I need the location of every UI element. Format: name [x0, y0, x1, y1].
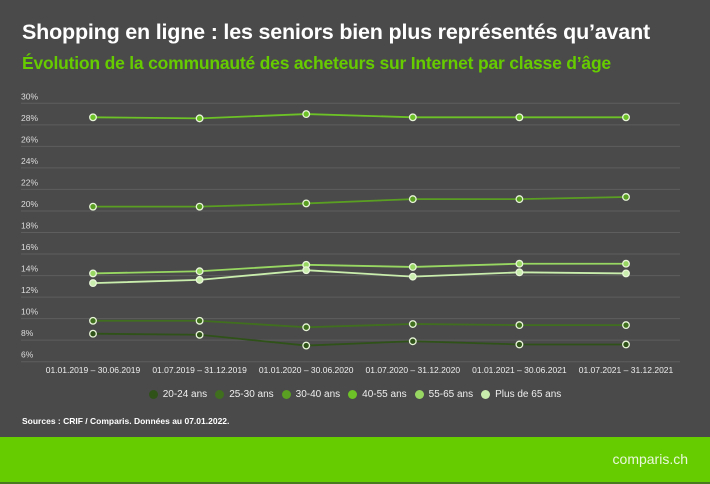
data-point: [195, 330, 204, 339]
legend-dot-icon: [215, 390, 225, 399]
data-point: [408, 113, 417, 122]
data-point: [89, 269, 97, 278]
legend-dot-icon: [481, 390, 491, 399]
data-point: [622, 259, 630, 268]
legend-dot-icon: [414, 390, 424, 399]
y-tick-label: 28%: [21, 113, 38, 123]
x-tick-label: 01.07.2021 – 31.12.2021: [579, 365, 674, 375]
chart-title: Shopping en ligne : les seniors bien plu…: [22, 20, 650, 44]
data-point: [302, 199, 311, 208]
data-point: [302, 110, 311, 119]
legend: 20-24 ans 25-30 ans 30-40 ans 40-55 ans 55-6…: [0, 389, 710, 400]
data-point: [195, 202, 204, 211]
data-point: [195, 275, 204, 284]
data-point: [622, 113, 630, 122]
data-point: [408, 320, 417, 328]
source-note: Sources : CRIF / Comparis. Données au 07…: [22, 416, 230, 426]
series-line-30-40-ans: [93, 196, 627, 208]
data-point: [515, 268, 524, 277]
y-tick-label: 16%: [21, 242, 38, 252]
data-point: [302, 341, 311, 350]
series-line-Plus-de-65-ans: [92, 269, 627, 285]
data-point: [622, 321, 630, 330]
data-point: [89, 202, 97, 211]
y-tick-label: 14%: [21, 264, 38, 274]
data-point: [302, 323, 311, 332]
series-line-20-24-ans: [92, 332, 626, 347]
chart-subtitle: Évolution de la communauté des acheteurs…: [22, 53, 611, 73]
data-point: [89, 316, 97, 325]
data-point: [89, 279, 97, 288]
legend-label: 25-30 ans: [229, 389, 274, 400]
y-tick-label: 18%: [21, 221, 38, 231]
y-tick-label: 8%: [21, 328, 34, 338]
y-tick-label: 12%: [21, 285, 38, 295]
data-point: [302, 266, 311, 275]
x-tick-label: 01.01.2019 – 30.06.2019: [46, 365, 141, 375]
data-point: [195, 114, 204, 123]
x-tick-label: 01.07.2019 – 31.12.2019: [152, 365, 247, 375]
data-point: [195, 267, 204, 276]
line-chart: 6% 8% 10% 12% 14% 16% 18% 20% 22% 24% 26% 28% 30% 01.…: [21, 91, 680, 375]
legend-label: 40-55 ans: [362, 389, 407, 400]
x-tick-label: 01.07.2020 – 31.12.2020: [366, 365, 461, 375]
y-tick-label: 26%: [21, 134, 38, 144]
legend-label: 30-40 ans: [295, 389, 341, 400]
legend-item[interactable]: 55-65 ans: [414, 389, 474, 400]
data-point: [89, 329, 97, 338]
data-point: [195, 316, 204, 325]
legend-item[interactable]: 40-55 ans: [348, 389, 407, 400]
series-line-25-30-ans: [93, 319, 626, 329]
y-tick-label: 10%: [21, 307, 38, 317]
x-tick-label: 01.01.2021 – 30.06.2021: [472, 365, 567, 375]
series-line-55-65-ans: [92, 262, 626, 275]
data-point: [408, 263, 417, 271]
x-tick-label: 01.01.2020 – 30.06.2020: [259, 365, 354, 375]
data-point: [515, 340, 524, 349]
legend-label: Plus de 65 ans: [495, 389, 562, 400]
legend-dot-icon: [281, 390, 291, 399]
data-point: [89, 113, 97, 122]
data-point: [515, 259, 524, 268]
y-tick-label: 30%: [21, 91, 38, 101]
y-tick-label: 24%: [21, 156, 38, 166]
data-point: [622, 340, 630, 349]
data-point: [622, 269, 630, 278]
legend-label: 55-65 ans: [428, 389, 474, 400]
data-point: [622, 193, 630, 201]
footer-bar: comparis.ch: [0, 437, 710, 484]
legend-item[interactable]: Plus de 65 ans: [481, 389, 561, 400]
y-tick-label: 20%: [21, 199, 38, 209]
data-point: [515, 195, 524, 204]
series-line-40-55-ans: [92, 113, 626, 120]
data-point: [408, 337, 417, 346]
legend-item[interactable]: 30-40 ans: [281, 389, 341, 400]
legend-dot-icon: [148, 390, 158, 399]
legend-dot-icon: [348, 390, 358, 399]
y-tick-label: 6%: [21, 350, 34, 360]
y-tick-label: 22%: [21, 177, 38, 187]
legend-item[interactable]: 25-30 ans: [215, 389, 274, 400]
legend-label: 20-24 ans: [162, 389, 208, 400]
comparis-logo[interactable]: comparis.ch: [612, 451, 688, 467]
data-point: [408, 195, 417, 204]
data-point: [515, 321, 524, 330]
data-point: [408, 272, 417, 281]
data-point: [515, 113, 524, 122]
legend-item[interactable]: 20-24 ans: [148, 389, 208, 400]
